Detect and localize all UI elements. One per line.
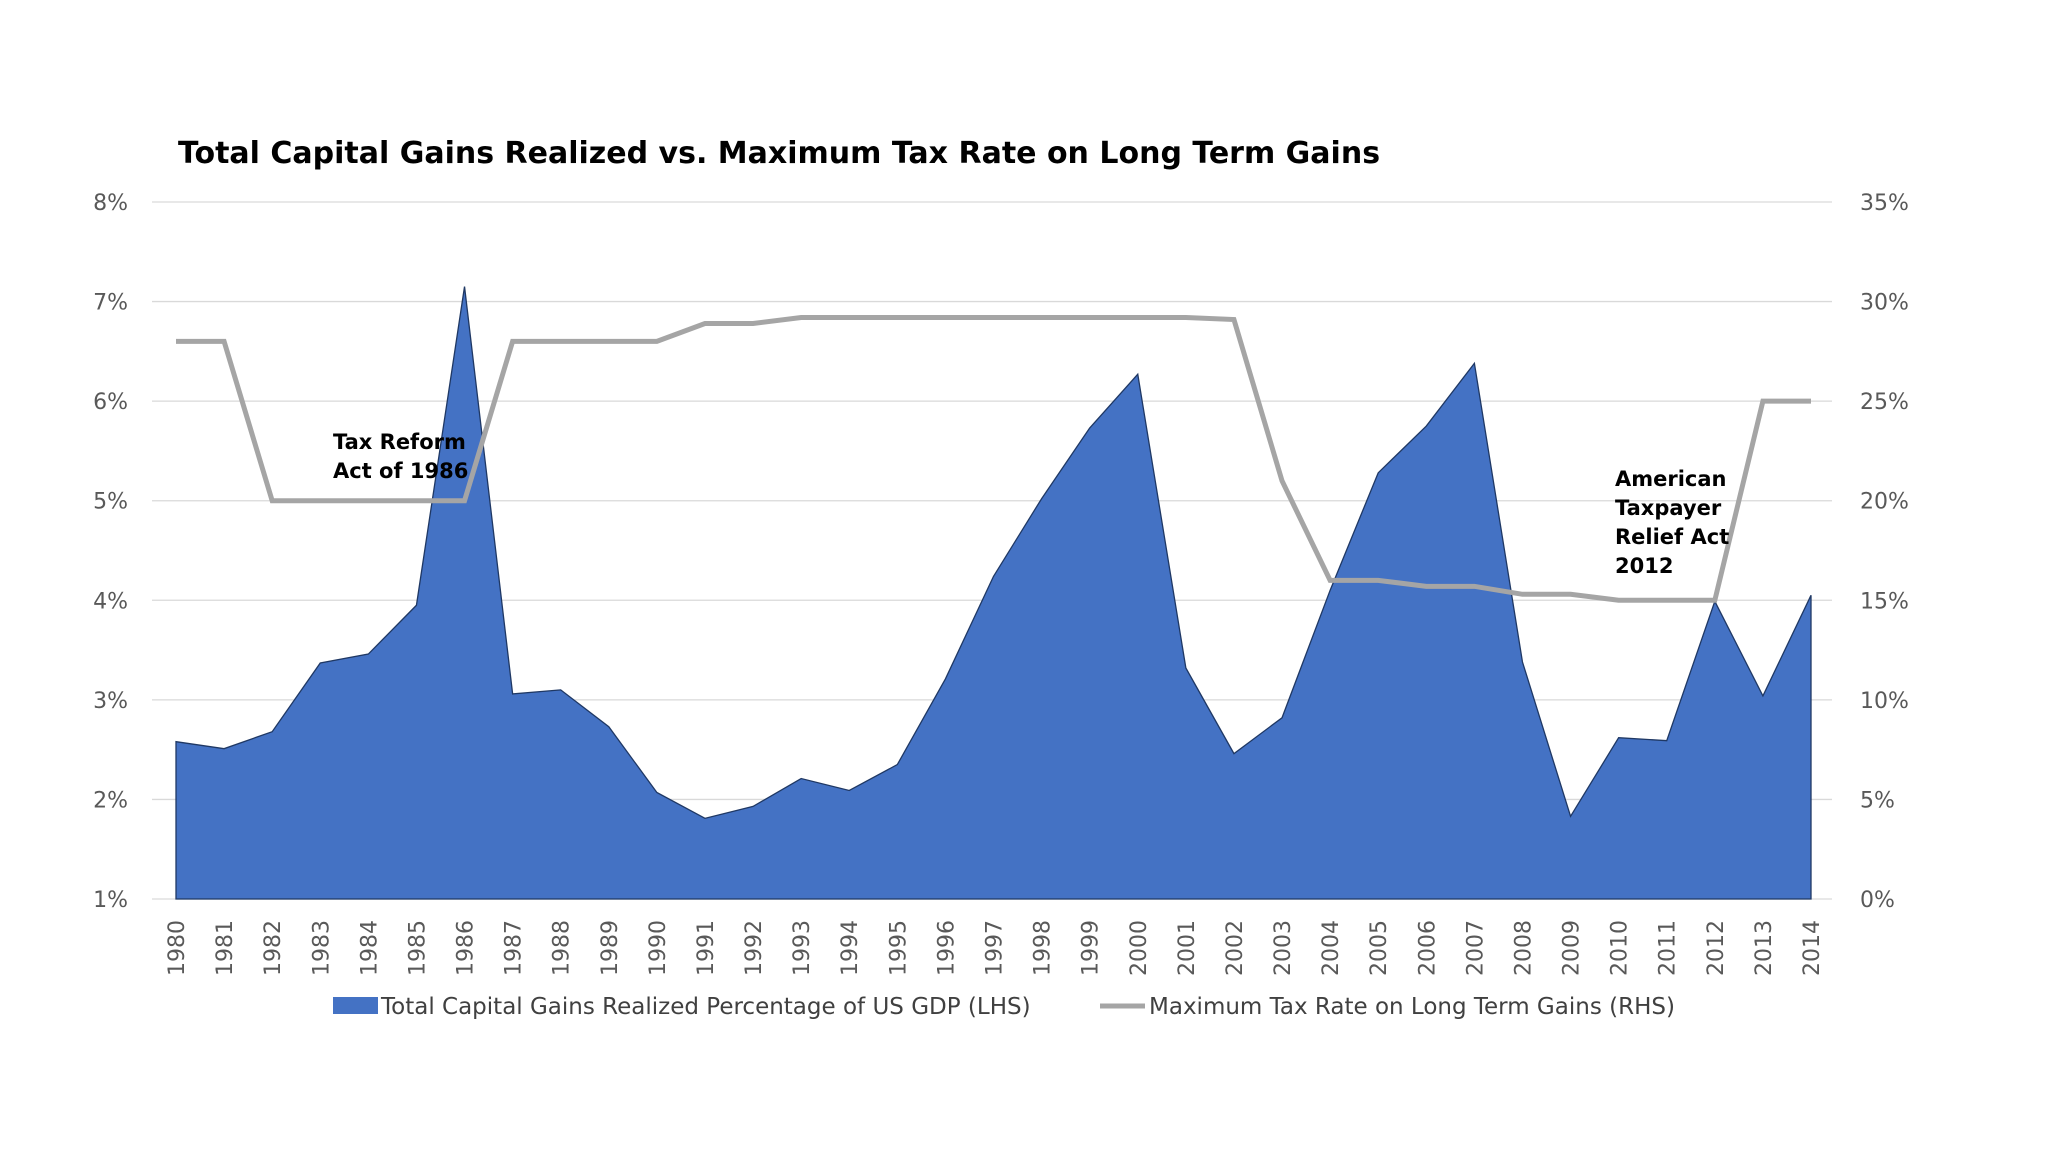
- right-tick-label: 20%: [1860, 490, 1909, 515]
- x-tick-label: 1994: [838, 920, 863, 976]
- x-tick-label: 2014: [1800, 920, 1825, 976]
- x-tick-label: 2005: [1367, 920, 1392, 976]
- right-tick-label: 25%: [1860, 390, 1909, 415]
- left-tick-label: 3%: [93, 689, 128, 714]
- left-tick-label: 5%: [93, 490, 128, 515]
- chart-title: Total Capital Gains Realized vs. Maximum…: [178, 136, 1380, 171]
- annotation-line: 2012: [1615, 554, 1673, 578]
- annotation-line: Tax Reform: [333, 430, 466, 454]
- legend-label-tax-rate: Maximum Tax Rate on Long Term Gains (RHS…: [1149, 994, 1675, 1020]
- x-tick-label: 2007: [1463, 920, 1488, 976]
- x-tick-label: 2012: [1704, 920, 1729, 976]
- x-tick-label: 1992: [742, 920, 767, 976]
- tax-rate-line-series: [176, 315, 1811, 603]
- annotation-line: Act of 1986: [333, 459, 468, 483]
- annotation-2012: American Taxpayer Relief Act 2012: [1615, 467, 1729, 578]
- x-tick-label: 1993: [790, 920, 815, 976]
- x-tick-label: 2006: [1415, 920, 1440, 976]
- x-tick-label: 1985: [405, 920, 430, 976]
- x-tick-label: 2002: [1223, 920, 1248, 976]
- right-tick-label: 10%: [1860, 689, 1909, 714]
- x-tick-label: 2010: [1608, 920, 1633, 976]
- x-tick-label: 1983: [309, 920, 334, 976]
- x-tick-label: 1986: [454, 920, 479, 976]
- left-tick-label: 4%: [93, 589, 128, 614]
- right-tick-label: 15%: [1860, 589, 1909, 614]
- annotation-line: Taxpayer: [1615, 496, 1722, 520]
- x-tick-label: 2003: [1271, 920, 1296, 976]
- x-tick-label: 2001: [1175, 920, 1200, 976]
- x-tick-label: 1988: [550, 920, 575, 976]
- left-tick-label: 1%: [93, 888, 128, 913]
- x-tick-label: 2013: [1752, 920, 1777, 976]
- tax-rate-line: [176, 315, 1811, 603]
- annotation-1986: Tax Reform Act of 1986: [333, 430, 468, 483]
- left-tick-label: 8%: [93, 191, 128, 216]
- left-tick-label: 7%: [93, 291, 128, 316]
- x-tick-label: 2004: [1319, 920, 1344, 976]
- x-tick-label: 1980: [165, 920, 190, 976]
- x-tick-label: 1982: [261, 920, 286, 976]
- x-tick-label: 2011: [1656, 920, 1681, 976]
- x-tick-label: 1989: [598, 920, 623, 976]
- legend: Total Capital Gains Realized Percentage …: [333, 994, 1675, 1020]
- right-tick-label: 35%: [1860, 191, 1909, 216]
- x-tick-label: 1991: [694, 920, 719, 976]
- capital-gains-area-series: [175, 286, 1812, 900]
- left-tick-label: 6%: [93, 390, 128, 415]
- x-tick-label: 1987: [502, 920, 527, 976]
- x-tick-label: 1995: [886, 920, 911, 976]
- left-axis-ticks: 1% 2% 3% 4% 5% 6% 7% 8%: [93, 191, 128, 913]
- legend-label-capital-gains: Total Capital Gains Realized Percentage …: [380, 994, 1031, 1020]
- right-tick-label: 5%: [1860, 788, 1895, 813]
- x-tick-label: 1984: [357, 920, 382, 976]
- x-tick-label: 1996: [934, 920, 959, 976]
- left-tick-label: 2%: [93, 788, 128, 813]
- annotations: Tax Reform Act of 1986 American Taxpayer Rel…: [333, 430, 1729, 578]
- x-tick-label: 2009: [1560, 920, 1585, 976]
- x-tick-label: 2008: [1511, 920, 1536, 976]
- legend-swatch-capital-gains: [333, 997, 378, 1014]
- x-tick-label: 1997: [983, 920, 1008, 976]
- x-tick-label: 1990: [646, 920, 671, 976]
- annotation-line: Relief Act: [1615, 525, 1729, 549]
- x-tick-label: 1981: [213, 920, 238, 976]
- x-tick-label: 1998: [1031, 920, 1056, 976]
- right-tick-label: 30%: [1860, 291, 1909, 316]
- right-tick-label: 0%: [1860, 888, 1895, 913]
- x-tick-label: 1999: [1079, 920, 1104, 976]
- x-tick-label: 2000: [1127, 920, 1152, 976]
- capital-gains-area: [175, 286, 1812, 900]
- right-axis-ticks: 0% 5% 10% 15% 20% 25% 30% 35%: [1860, 191, 1909, 913]
- annotation-line: American: [1615, 467, 1727, 491]
- x-axis-ticks: 1980 1981 1982 1983 1984 1985 1986 1987 1988 1989…: [165, 920, 1825, 976]
